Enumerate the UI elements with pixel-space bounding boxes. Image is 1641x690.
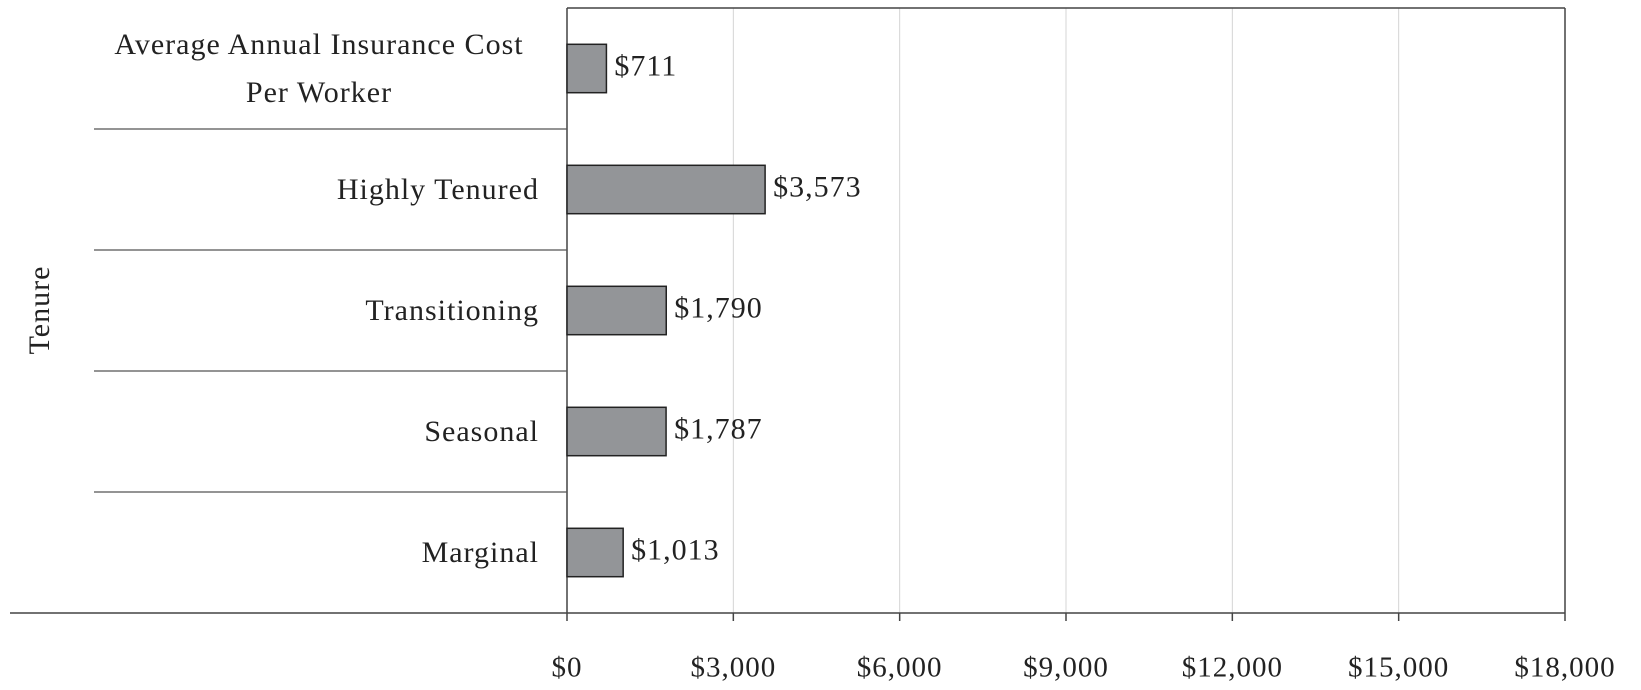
bar: [566, 43, 608, 94]
y-tick-label: Marginal: [79, 529, 539, 577]
bar: [566, 164, 766, 215]
bar: [566, 527, 624, 578]
y-axis-label: Tenure: [23, 266, 56, 355]
x-tick-label: $0: [552, 652, 583, 684]
x-tick-label: $15,000: [1348, 652, 1449, 684]
x-tick-label: $12,000: [1182, 652, 1283, 684]
category-text: Seasonal: [424, 414, 539, 448]
category-text: Average Annual Insurance Cost Per Worker: [114, 27, 524, 109]
category-text: Transitioning: [365, 293, 539, 327]
x-tick-label: $18,000: [1514, 652, 1615, 684]
x-tick-label: $9,000: [1023, 652, 1109, 684]
y-tick-label: Average Annual Insurance Cost Per Worker: [79, 21, 539, 117]
data-label: $1,013: [631, 533, 720, 566]
y-tick-label: Seasonal: [79, 408, 539, 456]
x-tick-label: $3,000: [690, 652, 776, 684]
data-label: $1,790: [674, 291, 763, 324]
bar: [566, 285, 667, 336]
category-text: Marginal: [421, 535, 539, 569]
y-tick-label: Highly Tenured: [79, 166, 539, 214]
data-label: $3,573: [773, 170, 862, 203]
data-label: $711: [614, 49, 677, 82]
data-label: $1,787: [674, 412, 763, 445]
bar: [566, 406, 667, 457]
category-text: Highly Tenured: [336, 172, 539, 206]
x-tick-label: $6,000: [857, 652, 943, 684]
y-tick-label: Transitioning: [79, 287, 539, 335]
